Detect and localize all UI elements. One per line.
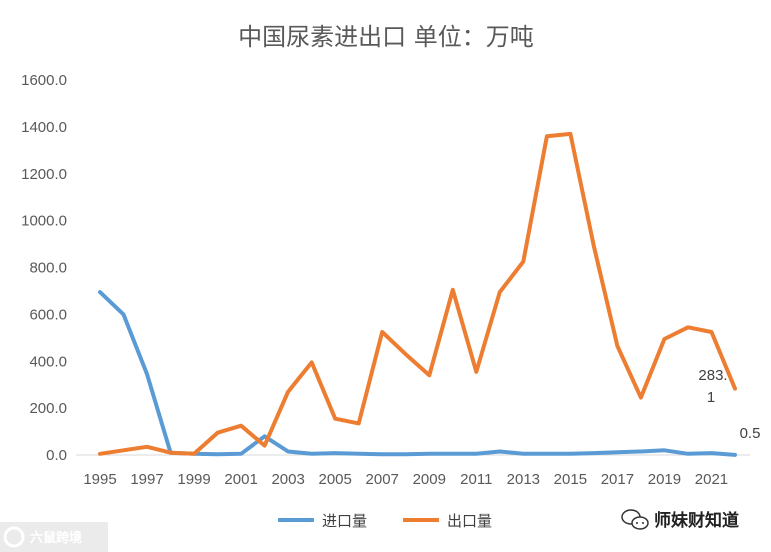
x-tick-label: 1997 (130, 471, 163, 488)
data-label-export-last-line2: 1 (707, 389, 715, 406)
y-tick-label: 400.0 (29, 353, 67, 370)
x-tick-label: 2021 (695, 471, 728, 488)
chart-title: 中国尿素进出口 单位：万吨 (238, 23, 534, 51)
watermark-left: 六鼠跨境 (0, 522, 108, 552)
x-tick-label: 2001 (224, 471, 257, 488)
series-line-import (98, 290, 737, 457)
y-tick-label: 1000.0 (21, 213, 67, 230)
data-label-import-last: 0.5 (740, 425, 761, 442)
logo-icon (3, 526, 25, 548)
x-tick-label: 2019 (648, 471, 681, 488)
series-layer (98, 131, 737, 457)
watermark-right: 师妹财知道 (621, 509, 739, 531)
x-tick-label: 2003 (271, 471, 304, 488)
x-tick-label: 2011 (460, 471, 492, 488)
series-line-export (98, 131, 737, 456)
x-tick-label: 1995 (83, 471, 116, 488)
watermark-right-text: 师妹财知道 (654, 510, 739, 531)
y-tick-label: 1400.0 (21, 119, 67, 136)
x-tick-label: 2017 (601, 471, 634, 488)
y-axis-ticks: 0.0 200.0 400.0 600.0 800.0 1000.0 1200.0 1400.… (21, 72, 67, 464)
y-tick-label: 200.0 (29, 400, 67, 417)
x-tick-label: 2009 (413, 471, 446, 488)
x-tick-label: 2015 (554, 471, 587, 488)
watermark-left-bg (0, 522, 108, 552)
x-tick-label: 2005 (318, 471, 351, 488)
watermark-left-text: 六鼠跨境 (30, 530, 82, 546)
data-label-export-last-line1: 283. (698, 367, 727, 384)
legend: 进口量 出口量 (278, 512, 492, 530)
wechat-icon (621, 509, 649, 530)
legend-label-export: 出口量 (447, 512, 492, 530)
y-tick-label: 1600.0 (21, 72, 67, 89)
x-tick-label: 2013 (507, 471, 540, 488)
y-tick-label: 800.0 (29, 260, 67, 277)
legend-label-import: 进口量 (322, 512, 367, 530)
y-tick-label: 0.0 (46, 447, 67, 464)
x-axis-ticks: 1995 1997 1999 2001 2003 2005 2007 2009 2011 2013… (83, 471, 728, 488)
x-tick-label: 1999 (177, 471, 210, 488)
y-tick-label: 600.0 (29, 306, 67, 323)
y-tick-label: 1200.0 (21, 166, 67, 183)
x-tick-label: 2007 (366, 471, 399, 488)
